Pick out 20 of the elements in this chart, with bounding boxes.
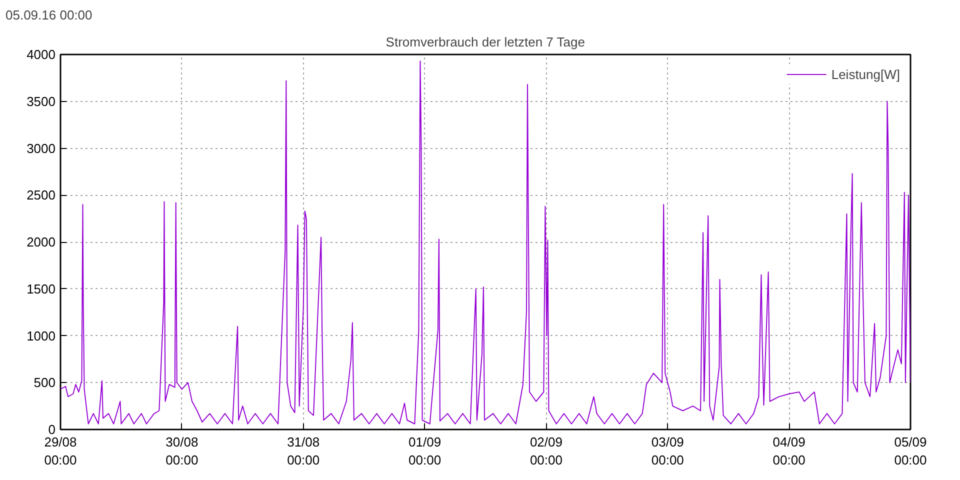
y-tick-label: 2500 xyxy=(26,188,56,203)
x-tick-label: 03/09 00:00 xyxy=(651,434,684,468)
y-tick-label: 0 xyxy=(48,422,56,437)
text: 05.09.16 00:00 xyxy=(6,8,92,22)
x-tick-label: 29/08 00:00 xyxy=(44,434,77,468)
y-tick-label: 2000 xyxy=(26,234,56,250)
x-tick-label: 01/09 00:00 xyxy=(408,434,442,468)
y-tick-label: 1000 xyxy=(26,328,56,344)
y-tick-label: 500 xyxy=(34,375,56,390)
x-tick-label: 30/08 00:00 xyxy=(166,434,198,468)
x-tick-label: 02/09 00:00 xyxy=(530,434,562,468)
chart-title: Stromverbrauch der letzten 7 Tage xyxy=(386,34,585,50)
x-tick-label: 04/09 00:00 xyxy=(772,434,806,468)
legend-label: Leistung[W] xyxy=(831,66,900,82)
x-tick-label: 31/08 00:00 xyxy=(287,434,320,468)
y-tick-label: 3000 xyxy=(26,140,56,156)
y-tick-label: 3500 xyxy=(26,94,56,109)
x-tick-label: 05/09 00:00 xyxy=(894,434,927,468)
y-tick-label: 1500 xyxy=(26,281,56,296)
y-tick-label: 4000 xyxy=(26,47,56,62)
